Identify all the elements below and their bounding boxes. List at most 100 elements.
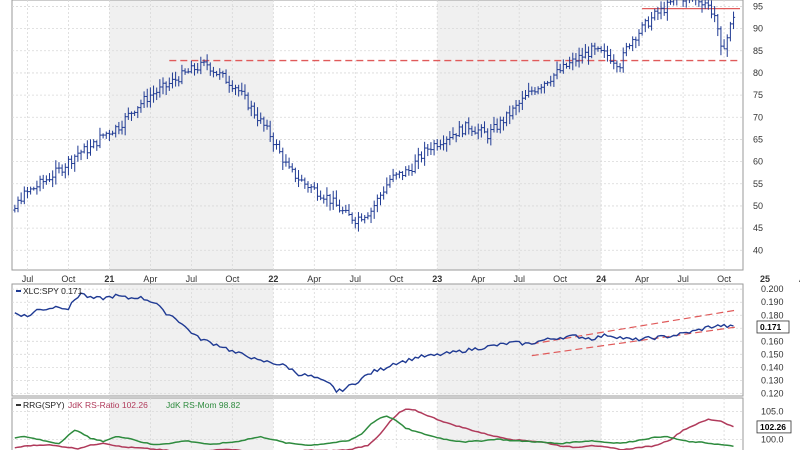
price-bar <box>378 192 383 206</box>
price-bar <box>211 66 216 78</box>
price-bar <box>713 6 717 23</box>
price-bar <box>684 0 687 8</box>
price-bar <box>208 62 212 76</box>
price-bar <box>709 0 714 19</box>
price-y-tick-label: 60 <box>753 157 763 167</box>
price-bar <box>719 26 723 56</box>
price-bar <box>79 149 83 161</box>
price-bar <box>98 127 102 149</box>
price-bar <box>649 11 654 31</box>
price-bar <box>35 180 39 195</box>
price-bar <box>366 212 370 220</box>
price-bar <box>665 0 669 21</box>
price-bar <box>76 145 80 162</box>
price-bar <box>293 167 297 183</box>
x-axis-label: Apr <box>143 274 157 284</box>
x-axis-label: Oct <box>225 274 240 284</box>
x-axis-label: 25 <box>760 274 770 284</box>
price-bar <box>574 53 578 67</box>
price-y-tick-label: 85 <box>753 46 763 56</box>
price-bar <box>514 100 518 116</box>
price-bar <box>136 106 140 119</box>
price-bar <box>303 177 307 189</box>
price-bar <box>353 217 357 229</box>
price-bar <box>695 0 697 6</box>
price-bar <box>520 90 524 110</box>
x-axis-label: Oct <box>61 274 76 284</box>
price-bar <box>120 120 124 135</box>
price-bar <box>38 175 42 192</box>
price-bar <box>312 182 316 190</box>
price-bar <box>388 175 392 188</box>
price-bar <box>552 73 556 87</box>
rs-ratio-legend: JdK RS-Ratio 102.26 <box>68 400 148 410</box>
price-bar <box>243 84 247 100</box>
price-bar <box>296 170 301 188</box>
price-bar <box>668 0 673 5</box>
price-bar <box>612 54 616 70</box>
price-bar <box>672 0 675 6</box>
ratio-y-tick-label: 0.190 <box>761 297 784 307</box>
price-bar <box>218 68 222 80</box>
price-bar <box>457 120 461 138</box>
price-bar <box>51 170 55 188</box>
price-bar <box>394 172 398 180</box>
price-bar <box>334 190 338 207</box>
ratio-plot-border <box>11 283 744 397</box>
price-bar <box>265 119 269 130</box>
price-bar <box>725 34 729 57</box>
price-bar <box>196 63 200 74</box>
price-bar <box>511 105 515 120</box>
price-bar <box>435 139 439 151</box>
price-bar <box>268 120 272 142</box>
price-bar <box>662 1 666 16</box>
price-bar <box>287 157 291 169</box>
price-bar <box>319 190 323 201</box>
rs-ratio-line <box>14 408 734 455</box>
price-y-tick-label: 65 <box>753 134 763 144</box>
price-bar <box>337 199 342 213</box>
price-bar <box>438 139 442 150</box>
price-bar <box>451 127 455 140</box>
price-bar <box>432 139 436 156</box>
price-bar <box>571 52 575 71</box>
price-bar <box>385 177 389 195</box>
rs-momentum-legend: JdK RS-Mom 98.82 <box>166 400 240 410</box>
price-bar <box>470 125 474 137</box>
price-bar <box>13 204 17 213</box>
price-bar <box>555 61 559 80</box>
price-bar <box>73 154 77 172</box>
price-bar <box>189 60 193 74</box>
price-bar <box>233 84 238 96</box>
price-bar <box>533 87 537 95</box>
ratio-y-tick-label: 0.130 <box>761 375 784 385</box>
price-bar <box>643 18 647 33</box>
price-bar <box>536 86 540 95</box>
price-bar <box>448 131 452 146</box>
price-bar <box>237 84 241 97</box>
price-bar <box>54 160 58 185</box>
price-bar <box>561 59 565 74</box>
price-bar <box>416 147 420 170</box>
price-bar <box>359 213 364 222</box>
price-y-tick-label: 90 <box>753 24 763 34</box>
price-bar <box>315 183 320 201</box>
price-bar <box>133 110 137 116</box>
price-bar <box>22 186 26 205</box>
price-bar <box>347 204 351 216</box>
ratio-y-tick-label: 0.120 <box>761 388 784 398</box>
x-axis-label: Apr <box>635 274 649 284</box>
price-bar <box>580 47 584 64</box>
ratio-y-tick-label: 0.150 <box>761 349 784 359</box>
price-bar <box>202 59 206 67</box>
channel-upper-line <box>531 309 737 345</box>
x-axis-label: 22 <box>268 274 278 284</box>
rrg-title: RRG(SPY) <box>23 400 65 410</box>
price-bar <box>621 47 625 73</box>
price-bar <box>174 71 178 87</box>
price-bar <box>486 128 490 144</box>
price-bar <box>479 124 483 138</box>
price-bar <box>69 155 74 169</box>
price-bar <box>482 121 487 134</box>
